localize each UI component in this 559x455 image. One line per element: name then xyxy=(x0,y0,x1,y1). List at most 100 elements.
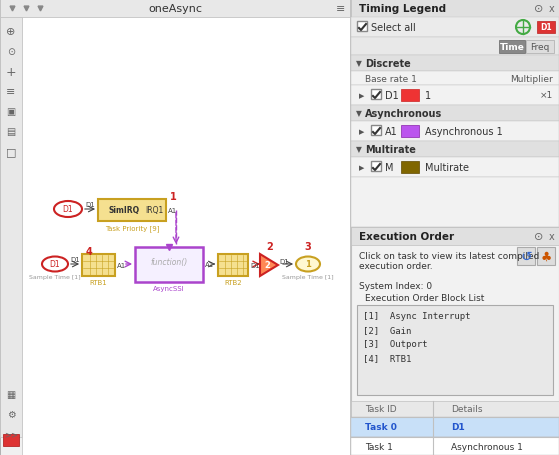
Text: ▤: ▤ xyxy=(6,127,16,136)
Bar xyxy=(357,305,553,395)
Text: 2: 2 xyxy=(267,242,273,252)
Text: 1: 1 xyxy=(170,192,177,202)
Text: +: + xyxy=(6,66,16,78)
Bar xyxy=(517,248,535,265)
Text: ⊙: ⊙ xyxy=(7,47,15,57)
Text: Asynchronous 1: Asynchronous 1 xyxy=(451,443,523,451)
Text: Execution Order: Execution Order xyxy=(359,232,454,242)
Text: A1: A1 xyxy=(385,127,398,136)
Text: RTB2: RTB2 xyxy=(224,279,242,285)
Bar xyxy=(371,126,381,136)
Text: Sample Time [1]: Sample Time [1] xyxy=(282,274,334,279)
Text: Asynchronous: Asynchronous xyxy=(365,109,442,119)
Bar xyxy=(22,18,350,455)
Text: D1: D1 xyxy=(540,24,552,32)
Bar xyxy=(0,0,350,455)
Bar xyxy=(351,86,559,106)
Bar xyxy=(351,437,559,455)
Bar xyxy=(371,90,381,100)
Text: D1: D1 xyxy=(451,423,465,431)
Text: D1: D1 xyxy=(385,91,399,101)
Bar xyxy=(351,0,559,228)
Bar xyxy=(351,401,559,417)
Text: Details: Details xyxy=(451,404,482,414)
Text: >>: >> xyxy=(4,430,18,439)
Text: A1: A1 xyxy=(168,207,177,213)
Text: Task Priority [9]: Task Priority [9] xyxy=(105,224,159,231)
Text: ⊙: ⊙ xyxy=(534,4,544,14)
Text: Task ID: Task ID xyxy=(365,404,397,414)
Text: IRQ1: IRQ1 xyxy=(145,206,163,215)
Text: Sample Time [1]: Sample Time [1] xyxy=(29,274,81,279)
Text: Task 1: Task 1 xyxy=(365,443,393,451)
Bar xyxy=(401,162,419,174)
Bar xyxy=(351,228,559,455)
Text: ▼: ▼ xyxy=(356,109,362,118)
Text: System Index: 0: System Index: 0 xyxy=(359,281,432,290)
Text: Base rate 1: Base rate 1 xyxy=(365,74,417,83)
Text: ⊙: ⊙ xyxy=(534,232,544,242)
Text: D1: D1 xyxy=(50,260,60,269)
Bar xyxy=(537,248,555,265)
Text: oneAsync: oneAsync xyxy=(148,4,202,14)
Text: Click on task to view its latest compiled
execution order.: Click on task to view its latest compile… xyxy=(359,252,539,271)
Text: AsyncSSI: AsyncSSI xyxy=(153,285,185,291)
Bar xyxy=(351,0,559,455)
Text: x: x xyxy=(549,4,555,14)
Text: Freq: Freq xyxy=(530,42,549,51)
Bar xyxy=(401,126,419,138)
Bar xyxy=(499,41,525,54)
Bar xyxy=(0,18,22,437)
Text: 1: 1 xyxy=(425,91,431,101)
Text: [2]  Gain: [2] Gain xyxy=(363,325,411,334)
Bar xyxy=(351,177,559,228)
Text: ×1: ×1 xyxy=(540,91,553,100)
Bar xyxy=(537,22,555,34)
Bar xyxy=(351,228,559,245)
Text: Multirate: Multirate xyxy=(425,162,469,172)
Text: ♣: ♣ xyxy=(541,250,552,263)
Text: 1: 1 xyxy=(305,260,311,269)
Text: function(): function() xyxy=(150,258,188,267)
Text: ▶: ▶ xyxy=(359,129,364,135)
Bar xyxy=(351,106,559,122)
Text: ▼: ▼ xyxy=(356,59,362,68)
Ellipse shape xyxy=(54,202,82,217)
Ellipse shape xyxy=(296,257,320,272)
Text: SimIRQ: SimIRQ xyxy=(108,206,140,215)
Bar xyxy=(98,200,166,222)
Text: Task 0: Task 0 xyxy=(365,423,397,431)
Text: [3]  Outport: [3] Outport xyxy=(363,339,428,348)
Bar xyxy=(351,18,559,38)
Text: Time: Time xyxy=(500,42,524,51)
Bar xyxy=(371,162,381,172)
Text: ▶: ▶ xyxy=(359,93,364,99)
Text: 2: 2 xyxy=(264,261,270,270)
Text: Timing Legend: Timing Legend xyxy=(359,4,446,14)
Text: D1: D1 xyxy=(63,205,73,214)
Ellipse shape xyxy=(42,257,68,272)
Text: D1: D1 xyxy=(85,202,95,207)
Bar xyxy=(357,22,367,32)
Bar xyxy=(351,38,559,56)
Polygon shape xyxy=(260,254,278,276)
Bar xyxy=(218,254,248,276)
Text: A1: A1 xyxy=(205,262,214,268)
Text: ⊕: ⊕ xyxy=(6,27,16,37)
Text: Select all: Select all xyxy=(371,23,416,33)
Bar xyxy=(351,157,559,177)
Text: ▶: ▶ xyxy=(359,165,364,171)
Text: ▣: ▣ xyxy=(6,107,16,117)
Text: 3: 3 xyxy=(305,242,311,252)
Text: Multiplier: Multiplier xyxy=(510,74,553,83)
Text: D1: D1 xyxy=(250,263,260,268)
Text: [4]  RTB1: [4] RTB1 xyxy=(363,353,411,362)
Text: □: □ xyxy=(6,147,16,157)
Bar xyxy=(526,41,554,54)
Bar xyxy=(351,417,559,437)
Text: ⚙: ⚙ xyxy=(7,409,16,419)
Text: Asynchronous 1: Asynchronous 1 xyxy=(425,127,503,136)
Bar xyxy=(401,90,419,102)
Text: D1: D1 xyxy=(70,257,80,263)
Text: ▦: ▦ xyxy=(6,389,16,399)
